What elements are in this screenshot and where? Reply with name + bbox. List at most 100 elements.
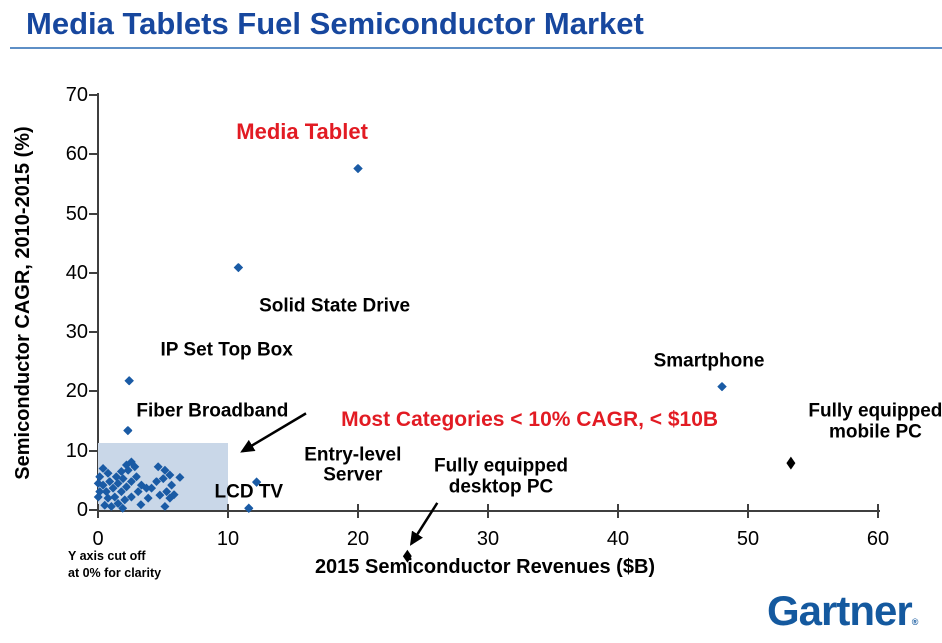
x-axis-tick xyxy=(357,504,359,518)
cluster-point xyxy=(136,480,146,490)
x-tick-label: 40 xyxy=(606,528,630,550)
cluster-point xyxy=(165,470,175,480)
y-axis-tick xyxy=(89,509,98,511)
point-ip-set-top-box xyxy=(124,376,134,386)
point-smartphone xyxy=(717,381,727,392)
cluster-point xyxy=(158,474,168,484)
point-fiber-broadband xyxy=(123,425,133,436)
cluster-point xyxy=(165,493,175,503)
cluster-point xyxy=(167,480,177,490)
cluster-point xyxy=(116,466,126,476)
label-mobile-pc: Fully equipped mobile PC xyxy=(808,401,942,443)
y-axis-tick xyxy=(89,271,98,274)
cluster-point xyxy=(111,472,121,482)
point-lcd-tv-2 xyxy=(244,503,254,513)
point-solid-state-drive xyxy=(233,262,244,273)
cluster-point xyxy=(175,472,185,482)
x-axis-tick xyxy=(747,504,749,518)
label-lcd-tv: LCD TV xyxy=(214,482,284,504)
y-tick-label: 10 xyxy=(65,439,88,462)
cluster-point xyxy=(105,477,115,487)
y-axis-tick xyxy=(89,390,98,393)
cluster-point xyxy=(131,472,141,482)
cluster-point xyxy=(160,501,170,511)
cluster-point xyxy=(95,487,105,497)
y-axis-cutoff-note-line1: Y axis cut off xyxy=(68,549,146,563)
label-entry-level-server-line: Server xyxy=(323,464,383,486)
label-desktop-pc-line: Fully equipped xyxy=(433,455,569,477)
label-desktop-pc-line: desktop PC xyxy=(448,476,554,498)
cluster-point xyxy=(155,490,165,500)
cluster-point xyxy=(108,483,118,493)
cluster-point xyxy=(147,483,157,493)
x-axis-tick xyxy=(617,504,619,518)
cluster-point xyxy=(120,495,130,505)
label-media-tablet: Media Tablet xyxy=(236,118,368,144)
y-tick-label: 0 xyxy=(76,499,88,521)
x-axis-tick xyxy=(877,504,879,518)
point-fully-equipped-desktop-pc xyxy=(402,549,412,563)
registered-mark: ® xyxy=(911,617,919,627)
cluster-point xyxy=(93,492,103,502)
y-axis-tick xyxy=(89,212,98,215)
cluster-point xyxy=(162,487,172,497)
y-tick-label: 30 xyxy=(65,321,88,344)
cluster-point xyxy=(98,463,108,473)
label-entry-level-server-line: Entry-level xyxy=(304,444,402,466)
y-axis-tick xyxy=(89,449,98,452)
page-title: Media Tablets Fuel Semiconductor Market xyxy=(26,6,644,41)
cluster-point xyxy=(103,468,113,478)
label-ip-set-top-box: IP Set Top Box xyxy=(160,339,293,361)
y-axis-title: Semiconductor CAGR, 2010-2015 (%) xyxy=(12,126,34,480)
x-tick-label: 0 xyxy=(92,528,104,550)
cluster-point xyxy=(160,465,170,475)
cluster-point xyxy=(95,472,105,482)
cluster-point xyxy=(126,457,136,467)
y-tick-label: 50 xyxy=(65,202,88,225)
x-axis-title: 2015 Semiconductor Revenues ($B) xyxy=(314,556,656,578)
cluster-point xyxy=(153,462,163,472)
y-tick-label: 20 xyxy=(65,380,88,403)
cluster-point xyxy=(98,480,108,490)
x-tick-label: 50 xyxy=(736,528,760,550)
cluster-point xyxy=(130,462,140,472)
y-axis-line xyxy=(97,93,99,512)
cluster-point xyxy=(141,483,151,493)
cluster-point xyxy=(93,478,103,488)
label-desktop-pc: Fully equipped desktop PC xyxy=(433,455,569,498)
label-mobile-pc-line: mobile PC xyxy=(828,421,922,443)
point-fully-equipped-mobile-pc xyxy=(786,456,796,470)
cluster-point xyxy=(121,482,131,492)
cluster-point xyxy=(118,474,128,484)
cluster-point xyxy=(118,503,128,513)
x-tick-label: 30 xyxy=(476,528,500,550)
label-solid-state-drive: Solid State Drive xyxy=(259,295,411,317)
y-tick-label: 40 xyxy=(65,261,88,284)
cluster-point xyxy=(110,492,120,502)
label-entry-level-server: Entry-level Server xyxy=(304,444,402,486)
cluster-point xyxy=(143,493,153,503)
cluster-point xyxy=(126,477,136,487)
y-axis-tick xyxy=(89,331,98,334)
cluster-point xyxy=(113,498,123,508)
x-tick-label: 60 xyxy=(866,528,890,550)
point-lcd-tv xyxy=(251,477,262,487)
y-axis-cutoff-note-line2: at 0% for clarity xyxy=(68,565,162,580)
cluster-point xyxy=(169,490,179,500)
cluster-point xyxy=(126,492,136,502)
y-axis-tick xyxy=(89,93,98,96)
y-axis-tick xyxy=(89,153,98,156)
cluster-point xyxy=(121,460,131,470)
x-tick-label: 10 xyxy=(216,528,240,550)
x-axis-tick xyxy=(97,504,99,518)
label-fiber-broadband: Fiber Broadband xyxy=(136,400,289,422)
x-axis-tick xyxy=(227,504,229,518)
cluster-point xyxy=(103,493,113,503)
cluster-point xyxy=(113,478,123,488)
label-smartphone: Smartphone xyxy=(653,350,765,372)
cluster-point xyxy=(133,487,143,497)
y-tick-label: 70 xyxy=(65,83,88,106)
y-tick-label: 60 xyxy=(65,143,88,166)
cluster-point xyxy=(116,487,126,497)
